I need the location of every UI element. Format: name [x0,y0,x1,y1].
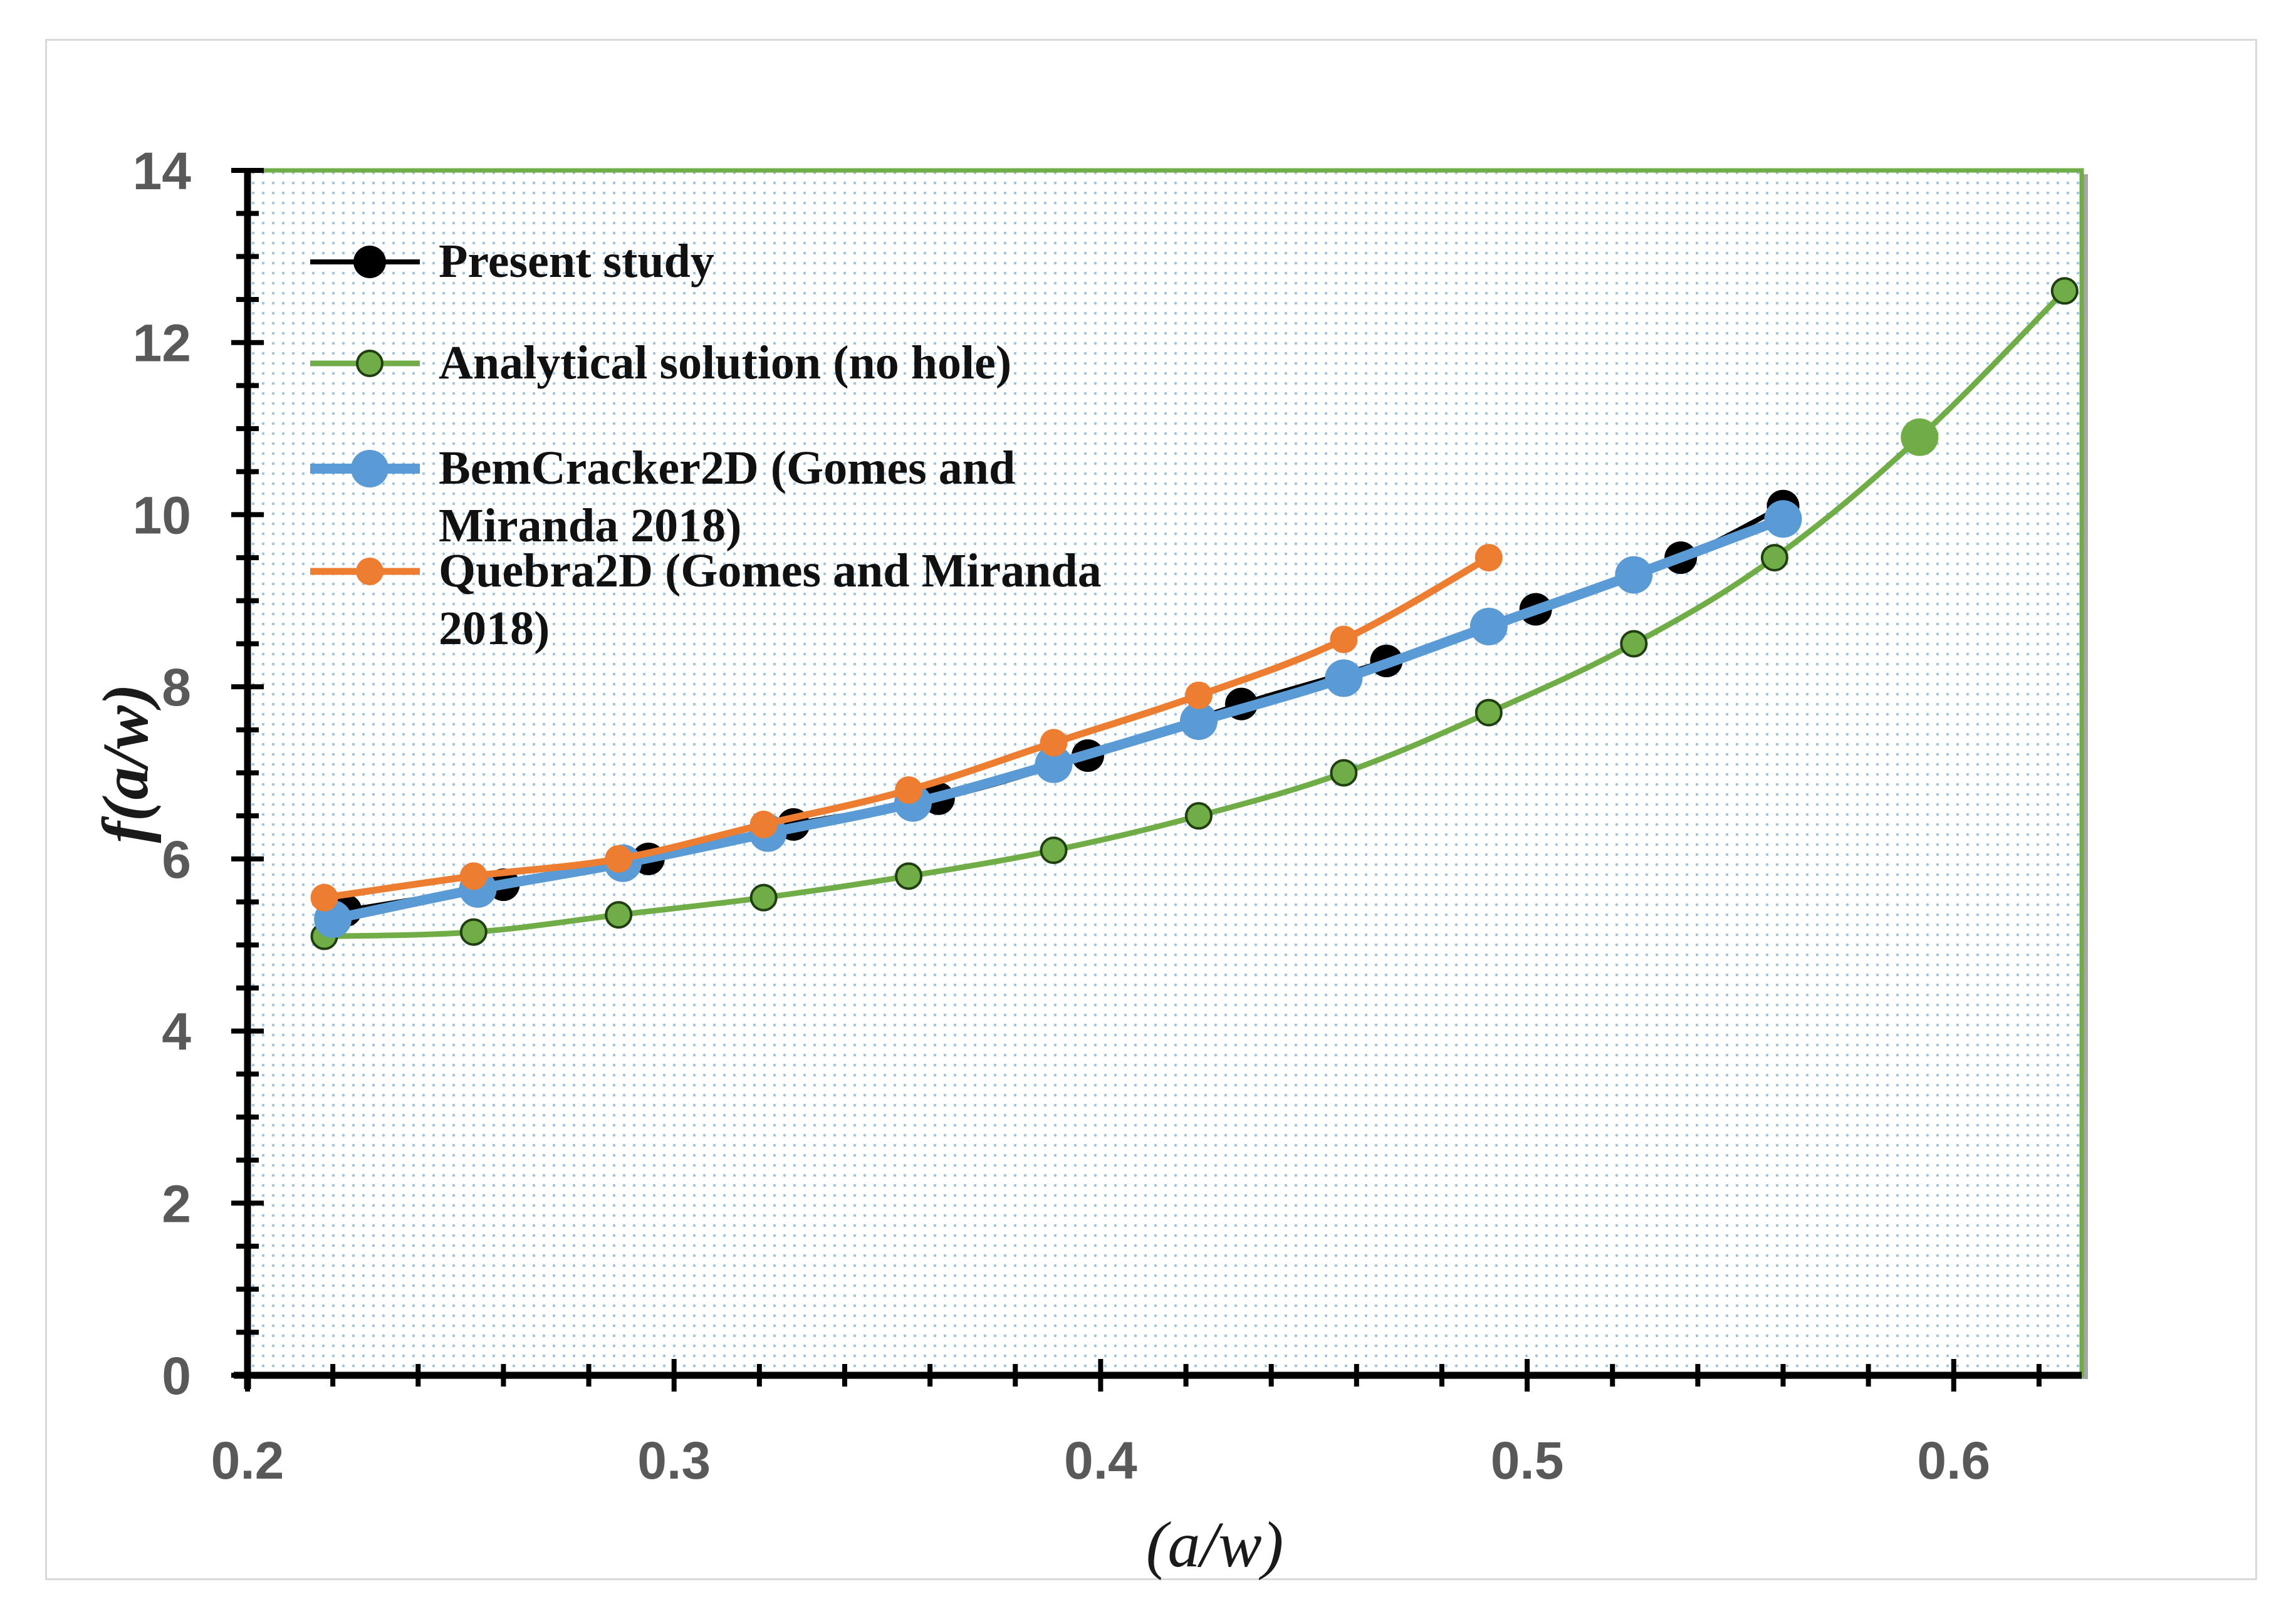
y-tick-label: 8 [162,658,191,717]
y-tick-label: 4 [162,1002,191,1061]
data-point [1901,418,1939,456]
x-axis-title: (a/w) [1146,1509,1284,1581]
data-point [605,901,633,929]
data-point [1035,745,1073,783]
data-point [310,883,338,912]
x-tick-label: 0.3 [637,1431,711,1490]
data-point [895,776,923,804]
x-tick-label: 0.6 [1917,1431,1990,1490]
data-point [1764,500,1802,538]
data-point [1760,544,1788,572]
data-point [459,862,488,890]
data-point [1184,802,1213,830]
data-point [1474,544,1503,572]
legend-label: Analytical solution (no hole) [439,336,1011,389]
data-point [1330,625,1358,653]
y-tick-label: 14 [133,142,192,200]
legend-marker [353,246,386,278]
legend-item: Analytical solution (no hole) [310,336,1011,389]
legend-label: Present study [439,235,714,288]
x-tick-label: 0.5 [1491,1431,1564,1490]
plot-dot-pattern [248,170,2082,1375]
series-3 [310,544,1503,912]
data-point [1179,702,1218,741]
legend-label: BemCracker2D (Gomes and [439,442,1015,494]
x-tick-label: 0.4 [1064,1431,1137,1490]
data-point [1330,759,1358,787]
y-tick-label: 12 [133,314,191,373]
y-tick-label: 6 [162,830,191,889]
data-point [895,862,923,890]
legend-marker [356,558,384,585]
data-point [749,810,778,838]
data-point [1615,556,1653,594]
data-point [1474,699,1503,727]
data-point [749,883,778,912]
legend-label: 2018) [439,602,550,655]
legend-item: Present study [310,235,714,288]
x-tick-label: 0.2 [211,1431,284,1490]
data-point [459,918,488,946]
legend-label: Quebra2D (Gomes and Miranda [439,544,1102,597]
data-point [1325,659,1363,697]
data-point [1184,681,1213,709]
data-point [1620,630,1648,658]
y-tick-label: 10 [133,486,191,544]
y-tick-label: 2 [162,1174,191,1233]
legend-label: Miranda 2018) [439,499,741,552]
data-point [605,845,633,873]
data-point [1040,729,1068,757]
y-axis-title: f(a/w) [90,684,162,843]
data-point [2050,277,2079,305]
data-point [1040,836,1068,865]
y-tick-label: 0 [162,1346,191,1405]
series-1 [310,277,2079,950]
legend-marker [351,450,389,487]
data-point [1469,607,1508,645]
legend-marker [356,350,384,377]
